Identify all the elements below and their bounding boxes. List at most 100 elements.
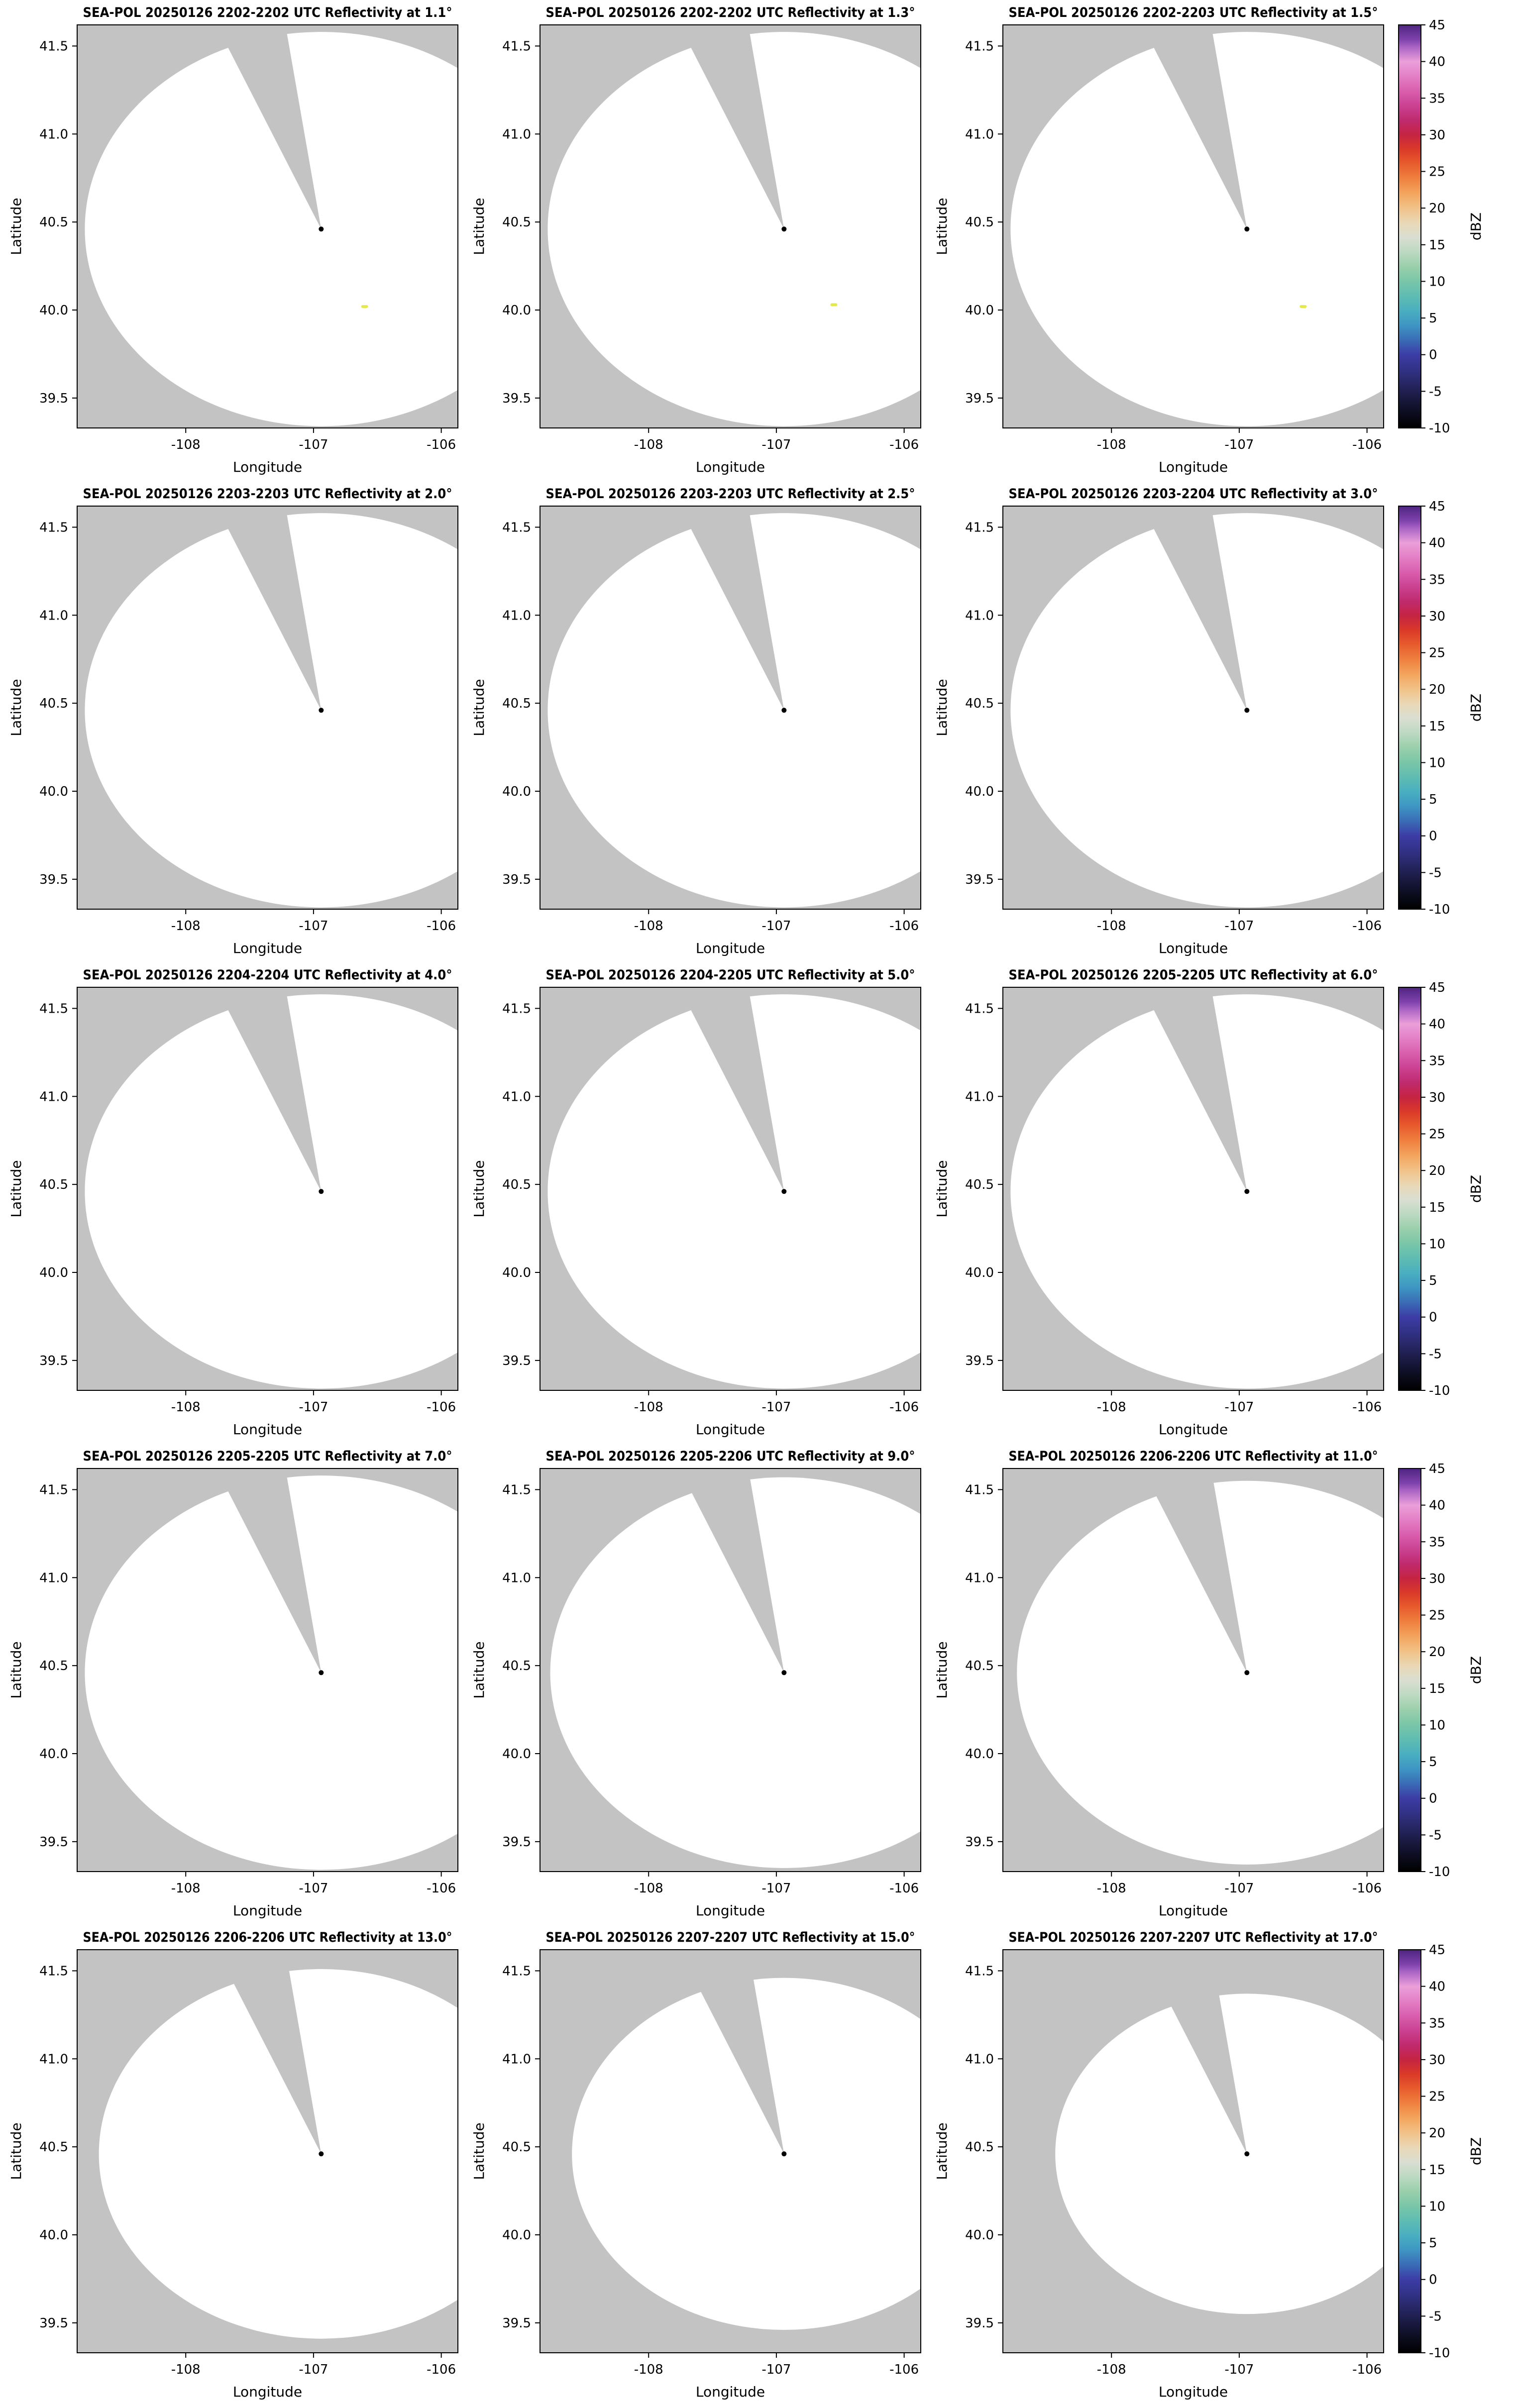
radar-panel: SEA-POL 20250126 2202-2202 UTC Reflectiv… bbox=[471, 5, 921, 475]
x-tick-label: -107 bbox=[299, 1881, 328, 1896]
x-tick-label: -107 bbox=[299, 437, 328, 452]
colorbar-tick-label: 40 bbox=[1429, 536, 1445, 551]
y-tick-label: 39.5 bbox=[502, 1354, 531, 1368]
figure-row: SEA-POL 20250126 2206-2206 UTC Reflectiv… bbox=[0, 1925, 1517, 2406]
colorbar-tick-label: 25 bbox=[1429, 1608, 1445, 1623]
x-tick-label: -107 bbox=[299, 2362, 328, 2377]
colorbar-tick-label: 0 bbox=[1429, 1310, 1437, 1325]
x-axis-label: Longitude bbox=[1159, 1902, 1228, 1919]
y-tick-label: 41.0 bbox=[502, 2052, 531, 2067]
y-tick-label: 40.0 bbox=[502, 2228, 531, 2243]
y-tick-label: 39.5 bbox=[39, 1835, 68, 1850]
panel-title: SEA-POL 20250126 2206-2206 UTC Reflectiv… bbox=[1009, 1449, 1378, 1464]
panel-title: SEA-POL 20250126 2203-2203 UTC Reflectiv… bbox=[546, 486, 915, 502]
radar-location-marker bbox=[1244, 226, 1250, 232]
x-tick-label: -108 bbox=[171, 2362, 201, 2377]
colorbar-tick-label: -10 bbox=[1429, 2346, 1450, 2361]
colorbar-tick-label: -10 bbox=[1429, 1865, 1450, 1880]
colorbar-tick-label: 15 bbox=[1429, 2163, 1445, 2178]
x-axis-label: Longitude bbox=[233, 1902, 302, 1919]
colorbar-tick-label: 25 bbox=[1429, 646, 1445, 661]
panel-title: SEA-POL 20250126 2205-2205 UTC Reflectiv… bbox=[1009, 967, 1378, 983]
y-tick-label: 41.0 bbox=[39, 608, 68, 623]
radar-location-marker bbox=[1244, 708, 1250, 713]
x-tick-label: -106 bbox=[427, 919, 456, 934]
x-tick-label: -106 bbox=[427, 1881, 456, 1896]
y-tick-label: 41.0 bbox=[39, 1089, 68, 1104]
plot-frame bbox=[540, 1468, 921, 1872]
y-tick-label: 39.5 bbox=[965, 1835, 994, 1850]
panel-title: SEA-POL 20250126 2203-2203 UTC Reflectiv… bbox=[83, 486, 452, 502]
colorbar-tick-label: 10 bbox=[1429, 1237, 1445, 1252]
y-axis-label: Latitude bbox=[471, 679, 487, 736]
radar-panel: SEA-POL 20250126 2202-2202 UTC Reflectiv… bbox=[8, 5, 458, 475]
y-tick-label: 40.0 bbox=[39, 2228, 68, 2243]
y-tick-label: 40.0 bbox=[502, 1265, 531, 1280]
y-axis-label: Latitude bbox=[934, 198, 950, 255]
radar-location-marker bbox=[319, 1670, 324, 1675]
colorbar-tick-label: 30 bbox=[1429, 1571, 1445, 1586]
colorbar-tick-label: 15 bbox=[1429, 238, 1445, 253]
x-axis-label: Longitude bbox=[233, 2384, 302, 2400]
y-tick-label: 41.5 bbox=[965, 520, 994, 535]
x-tick-label: -108 bbox=[1097, 437, 1126, 452]
y-axis-label: Latitude bbox=[934, 2122, 950, 2180]
colorbar-tick-label: -5 bbox=[1429, 1347, 1442, 1361]
figure-row: SEA-POL 20250126 2205-2205 UTC Reflectiv… bbox=[0, 1444, 1517, 1925]
radar-panel-cell: SEA-POL 20250126 2205-2205 UTC Reflectiv… bbox=[926, 962, 1389, 1444]
plot-frame bbox=[540, 506, 921, 910]
x-tick-label: -108 bbox=[1097, 919, 1126, 934]
colorbar-tick-label: 45 bbox=[1429, 980, 1445, 995]
colorbar-tick-label: 0 bbox=[1429, 1791, 1437, 1806]
radar-coverage-circle bbox=[85, 32, 458, 426]
radar-panel: SEA-POL 20250126 2207-2207 UTC Reflectiv… bbox=[471, 1930, 921, 2400]
radar-panel-cell: SEA-POL 20250126 2202-2203 UTC Reflectiv… bbox=[926, 0, 1389, 481]
radar-coverage-circle bbox=[572, 1978, 921, 2330]
panel-title: SEA-POL 20250126 2207-2207 UTC Reflectiv… bbox=[1009, 1930, 1378, 1945]
y-axis-label: Latitude bbox=[934, 1160, 950, 1217]
x-tick-label: -106 bbox=[1352, 919, 1382, 934]
x-tick-label: -107 bbox=[761, 437, 791, 452]
x-axis-label: Longitude bbox=[1159, 940, 1228, 956]
colorbar-label: dBZ bbox=[1468, 212, 1484, 240]
y-tick-label: 40.5 bbox=[965, 2140, 994, 2155]
y-axis-label: Latitude bbox=[934, 679, 950, 736]
x-tick-label: -108 bbox=[171, 919, 201, 934]
echo-speck bbox=[361, 305, 368, 308]
y-tick-label: 40.0 bbox=[39, 1265, 68, 1280]
y-tick-label: 40.5 bbox=[965, 215, 994, 230]
colorbar-tick-label: 35 bbox=[1429, 1535, 1445, 1550]
radar-panel-cell: SEA-POL 20250126 2206-2206 UTC Reflectiv… bbox=[0, 1925, 463, 2406]
radar-coverage-circle bbox=[1055, 1993, 1384, 2314]
colorbar-label: dBZ bbox=[1468, 694, 1484, 722]
y-tick-label: 41.5 bbox=[502, 520, 531, 535]
colorbar-tick-label: 10 bbox=[1429, 2199, 1445, 2214]
colorbar-tick-label: 45 bbox=[1429, 499, 1445, 514]
colorbar-tick-label: 40 bbox=[1429, 1498, 1445, 1513]
colorbar-tick-label: 25 bbox=[1429, 1127, 1445, 1142]
y-tick-label: 41.0 bbox=[965, 608, 994, 623]
x-axis-label: Longitude bbox=[696, 1902, 765, 1919]
y-tick-label: 39.5 bbox=[39, 2316, 68, 2331]
radar-location-marker bbox=[1244, 1189, 1250, 1194]
colorbar-tick-label: 30 bbox=[1429, 1090, 1445, 1105]
blocked-sector-wedge bbox=[679, 1468, 784, 1673]
echo-speck bbox=[1300, 305, 1307, 308]
radar-coverage-circle bbox=[547, 513, 921, 908]
blocked-sector-wedge bbox=[216, 1950, 322, 2154]
y-tick-label: 41.5 bbox=[39, 520, 68, 535]
y-tick-label: 41.5 bbox=[39, 1001, 68, 1016]
colorbar: 45 40 35 30 25 20 15 10 5 0 -5 -10 dBZ bbox=[1398, 1462, 1484, 1880]
plot-frame bbox=[77, 506, 458, 910]
colorbar-cell: 45 40 35 30 25 20 15 10 5 0 -5 -10 dBZ bbox=[1389, 1925, 1517, 2406]
radar-panel: SEA-POL 20250126 2205-2205 UTC Reflectiv… bbox=[8, 1449, 458, 1919]
y-tick-label: 40.5 bbox=[39, 1177, 68, 1192]
plot-frame bbox=[1002, 1468, 1384, 1872]
x-tick-label: -108 bbox=[634, 1881, 663, 1896]
radar-location-marker bbox=[781, 708, 787, 713]
y-tick-label: 40.5 bbox=[502, 2140, 531, 2155]
y-tick-label: 40.0 bbox=[965, 303, 994, 318]
echo-speck bbox=[830, 303, 838, 307]
y-tick-label: 39.5 bbox=[965, 872, 994, 887]
radar-coverage-circle bbox=[1010, 513, 1384, 908]
